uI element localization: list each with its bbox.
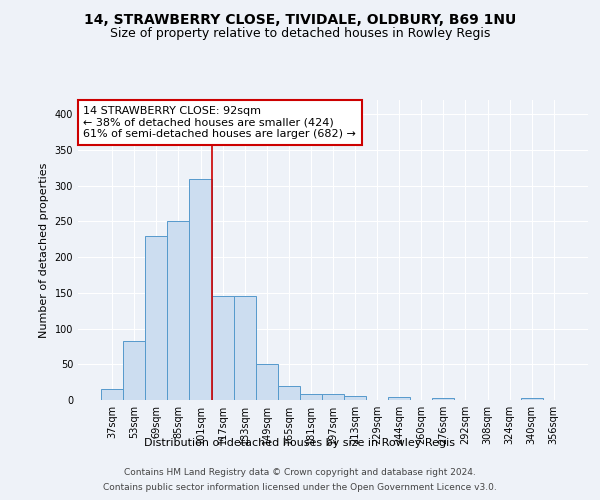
- Bar: [212, 296, 233, 400]
- Bar: [123, 340, 145, 400]
- Bar: [388, 397, 410, 400]
- Bar: [278, 386, 300, 400]
- Bar: [300, 394, 322, 400]
- Bar: [322, 394, 344, 400]
- Y-axis label: Number of detached properties: Number of detached properties: [39, 162, 49, 338]
- Bar: [521, 398, 543, 400]
- Text: Contains public sector information licensed under the Open Government Licence v3: Contains public sector information licen…: [103, 483, 497, 492]
- Bar: [233, 296, 256, 400]
- Bar: [167, 222, 190, 400]
- Bar: [344, 396, 366, 400]
- Text: Contains HM Land Registry data © Crown copyright and database right 2024.: Contains HM Land Registry data © Crown c…: [124, 468, 476, 477]
- Bar: [101, 390, 123, 400]
- Bar: [145, 236, 167, 400]
- Bar: [256, 364, 278, 400]
- Text: Distribution of detached houses by size in Rowley Regis: Distribution of detached houses by size …: [145, 438, 455, 448]
- Text: 14 STRAWBERRY CLOSE: 92sqm
← 38% of detached houses are smaller (424)
61% of sem: 14 STRAWBERRY CLOSE: 92sqm ← 38% of deta…: [83, 106, 356, 139]
- Bar: [190, 178, 212, 400]
- Text: Size of property relative to detached houses in Rowley Regis: Size of property relative to detached ho…: [110, 28, 490, 40]
- Text: 14, STRAWBERRY CLOSE, TIVIDALE, OLDBURY, B69 1NU: 14, STRAWBERRY CLOSE, TIVIDALE, OLDBURY,…: [84, 12, 516, 26]
- Bar: [433, 398, 454, 400]
